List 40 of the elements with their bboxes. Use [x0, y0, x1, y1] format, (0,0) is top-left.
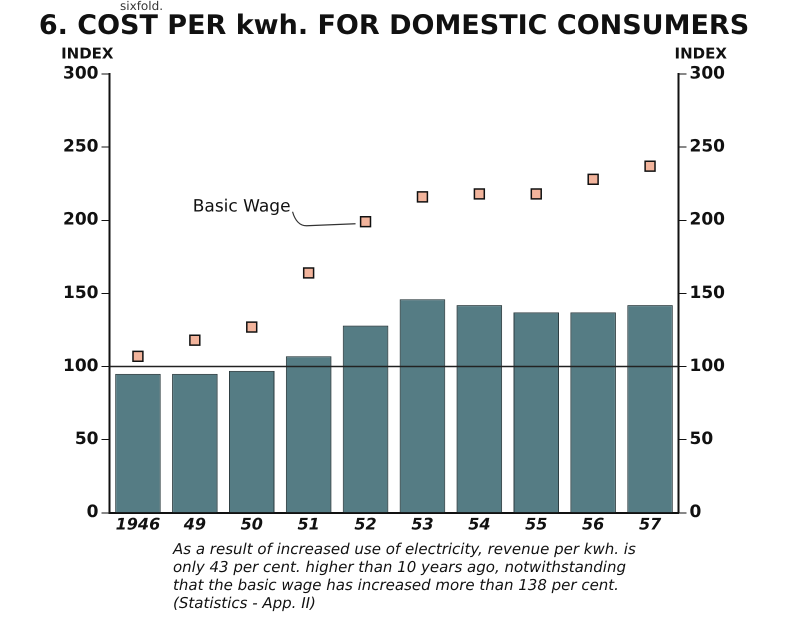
y-tick-label: 300 [62, 63, 99, 84]
y2-tick-label: 200 [690, 210, 726, 230]
x-tick-label: 51 [298, 514, 320, 534]
point [587, 174, 599, 186]
x-tick-label: 1946 [116, 514, 160, 534]
point [530, 188, 542, 200]
text: Basic Wage [192, 196, 291, 217]
y2-tick-label: 50 [690, 429, 714, 450]
y-tick-label: 200 [62, 210, 99, 230]
y-tick-label: 0 [86, 502, 99, 522]
chart-title: 6. COST PER kwh. FOR DOMESTIC CONSUMERS [38, 10, 750, 41]
y2-tick-label: 100 [690, 356, 726, 376]
y2-tick-label: 150 [690, 282, 726, 303]
point [644, 160, 656, 172]
x-tick-label: 55 [525, 514, 548, 534]
y2-tick-label: 250 [690, 136, 726, 157]
point [360, 216, 372, 228]
point [416, 191, 428, 203]
point [302, 267, 314, 279]
x-tick-label: 52 [354, 514, 377, 534]
point [246, 321, 258, 333]
y-tick-label: 50 [74, 429, 99, 450]
y2-tick-label: 300 [690, 63, 726, 84]
x-tick-label: 57 [638, 514, 662, 534]
x-tick-label: 49 [182, 514, 206, 534]
y-axis-title: INDEX [61, 44, 114, 62]
text: sixfold. [120, 0, 164, 13]
point [189, 334, 201, 346]
y2-tick-label: 0 [690, 502, 702, 522]
x-tick-label: 56 [582, 514, 604, 534]
x-tick-label: 53 [411, 514, 434, 534]
x-tick-label: 50 [240, 514, 263, 534]
x-tick-label: 54 [468, 514, 490, 534]
y-tick-label: 250 [62, 136, 99, 157]
point [474, 188, 486, 200]
text: As a result of increased use of electricity, revenue per kwh. is only 43 per cent. higher than 10 years ago, notwithstanding that the basic wage has increased more than 138 per cent. (Statistics - App. II) [173, 540, 637, 612]
y-tick-label: 150 [62, 282, 99, 303]
y-tick-label: 100 [62, 356, 99, 376]
point [132, 350, 144, 362]
y2-axis-title: INDEX [674, 44, 728, 62]
